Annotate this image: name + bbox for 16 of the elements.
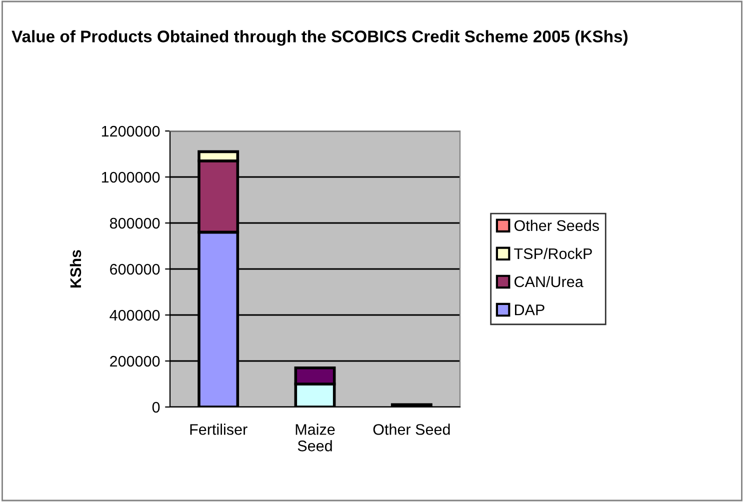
- y-axis-title: KShs: [70, 250, 82, 288]
- y-tick-label: 600000: [110, 264, 160, 275]
- legend-label: TSP/RockP: [514, 248, 592, 260]
- x-tick-label: Maize Seed: [296, 424, 335, 452]
- chart-title: Value of Products Obtained through the SCOBICS Credit Scheme 2005 (KShs): [12, 30, 628, 46]
- legend-label: CAN/Urea: [514, 276, 584, 288]
- legend-label: DAP: [515, 304, 544, 316]
- x-tick-label: Fertiliser: [190, 424, 248, 435]
- y-tick-label: 1200000: [102, 126, 160, 137]
- x-tick-label: Other Seed: [373, 424, 450, 435]
- y-tick-label: 1000000: [102, 172, 160, 183]
- y-tick-label: 0: [152, 402, 160, 413]
- y-tick-label: 800000: [110, 218, 160, 229]
- y-tick-label: 200000: [110, 356, 160, 367]
- y-tick-label: 400000: [110, 310, 160, 321]
- legend-label: Other Seeds: [514, 220, 599, 232]
